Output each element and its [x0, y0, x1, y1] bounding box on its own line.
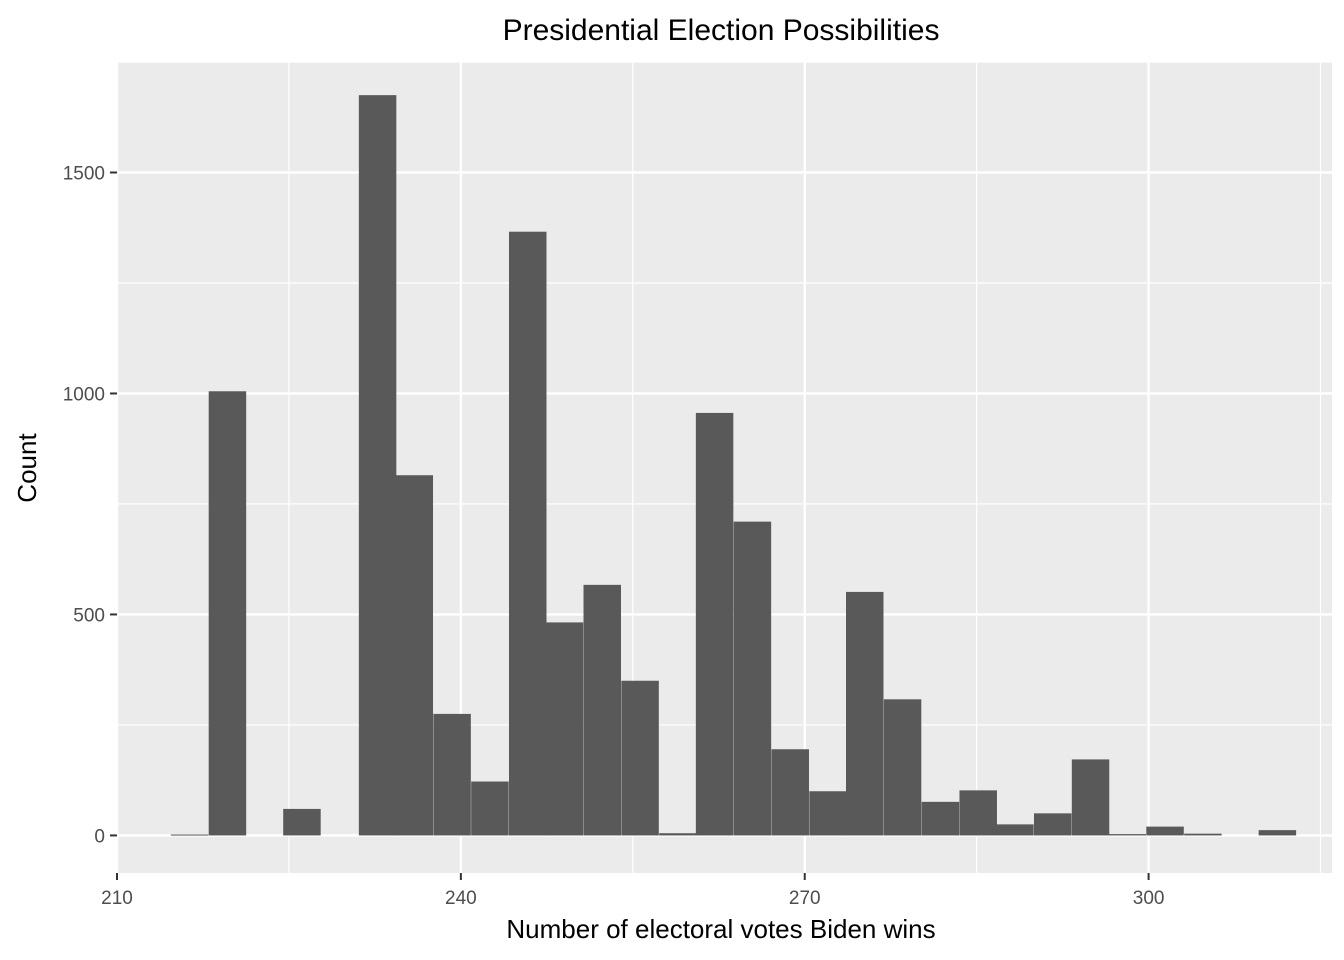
histogram-bar — [809, 791, 847, 836]
y-tick-label: 1000 — [63, 384, 105, 405]
histogram-bar — [1033, 813, 1072, 836]
y-tick-label: 500 — [73, 605, 105, 626]
x-axis-title: Number of electoral votes Biden wins — [506, 914, 935, 944]
histogram-bar — [733, 521, 772, 836]
histogram-bar — [883, 699, 922, 836]
histogram-bar — [471, 781, 509, 836]
histogram-bar — [1184, 833, 1222, 836]
histogram-bar — [695, 412, 734, 836]
histogram-bar — [846, 591, 884, 836]
histogram-bar — [509, 231, 547, 836]
x-axis: 210 240 270 300 — [101, 873, 1164, 909]
histogram-bar — [771, 749, 809, 836]
x-tick-label: 240 — [445, 888, 477, 909]
chart-title: Presidential Election Possibilities — [503, 14, 940, 47]
histogram-bar — [1258, 830, 1297, 836]
y-tick-label: 0 — [94, 826, 105, 847]
y-axis-title: Count — [12, 433, 42, 503]
x-tick-label: 210 — [101, 888, 133, 909]
x-tick-label: 270 — [789, 888, 821, 909]
x-tick-label: 300 — [1133, 888, 1165, 909]
histogram-bar — [996, 824, 1034, 836]
histogram-bars — [170, 95, 1297, 836]
histogram-bar — [358, 95, 397, 836]
histogram-bar — [1146, 826, 1184, 836]
y-axis: 0 500 1000 1500 — [63, 163, 117, 847]
histogram-bar — [921, 801, 960, 836]
histogram-bar — [1071, 759, 1110, 836]
histogram-bar — [170, 834, 209, 836]
histogram-bar — [395, 475, 434, 836]
histogram-bar — [208, 391, 247, 836]
histogram-bar — [583, 584, 621, 836]
histogram-bar — [433, 713, 471, 836]
histogram-bar — [621, 680, 659, 836]
histogram-bar — [1108, 834, 1146, 836]
histogram-bar — [283, 808, 321, 836]
histogram-bar — [659, 833, 697, 836]
y-tick-label: 1500 — [63, 163, 105, 184]
histogram-bar — [959, 790, 997, 836]
histogram-bar — [545, 622, 584, 836]
